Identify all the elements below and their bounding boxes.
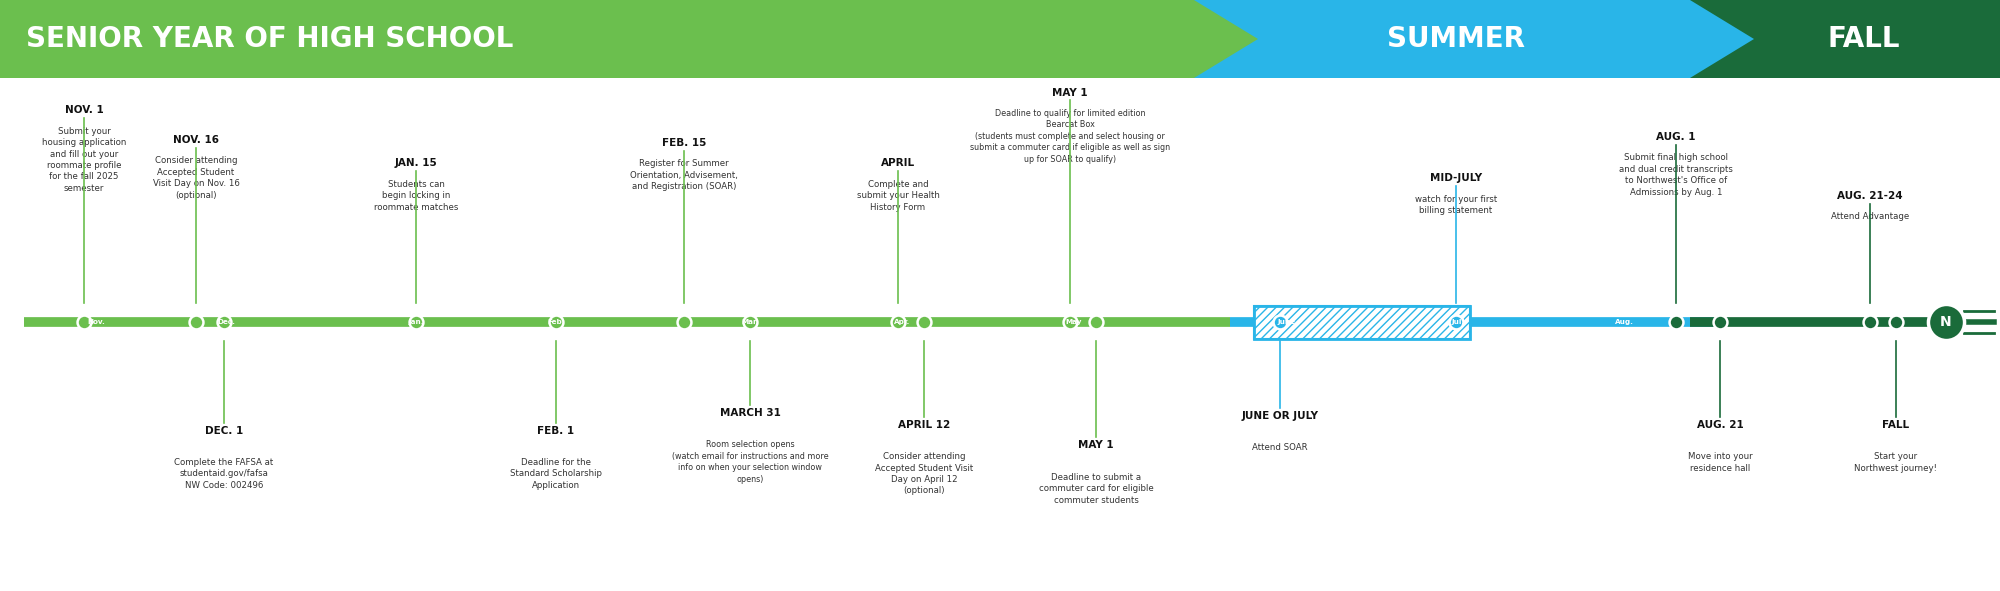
- Polygon shape: [1690, 0, 2000, 78]
- Text: Nov.: Nov.: [88, 319, 104, 325]
- Text: June: June: [1278, 319, 1296, 325]
- Text: Students can
begin locking in
roommate matches: Students can begin locking in roommate m…: [374, 168, 458, 212]
- Text: Start your
Northwest journey!: Start your Northwest journey!: [1854, 452, 1938, 473]
- Text: FALL: FALL: [1828, 25, 1900, 53]
- Bar: [1254, 306, 1470, 339]
- Text: APRIL 12: APRIL 12: [898, 420, 950, 430]
- Text: Dec.: Dec.: [218, 319, 234, 325]
- Text: MAY 1: MAY 1: [1052, 87, 1088, 98]
- Text: Submit your
housing application
and fill out your
roommate profile
for the fall : Submit your housing application and fill…: [42, 115, 126, 193]
- Text: Consider attending
Accepted Student
Visit Day on Nov. 16
(optional): Consider attending Accepted Student Visi…: [152, 145, 240, 200]
- Text: Mar.: Mar.: [742, 319, 758, 325]
- Text: Aug.: Aug.: [1614, 319, 1634, 325]
- Text: May: May: [1066, 319, 1082, 325]
- Polygon shape: [1194, 0, 1788, 78]
- Text: JAN. 15: JAN. 15: [394, 158, 438, 168]
- Text: Complete the FAFSA at
studentaid.gov/fafsa
NW Code: 002496: Complete the FAFSA at studentaid.gov/faf…: [174, 458, 274, 490]
- Text: SUMMER: SUMMER: [1388, 25, 1526, 53]
- Text: SENIOR YEAR OF HIGH SCHOOL: SENIOR YEAR OF HIGH SCHOOL: [26, 25, 514, 53]
- Text: Feb.: Feb.: [548, 319, 564, 325]
- Text: Apr.: Apr.: [894, 319, 910, 325]
- Text: Attend Advantage: Attend Advantage: [1830, 201, 1910, 222]
- Text: Submit final high school
and dual credit transcripts
to Northwest's Office of
Ad: Submit final high school and dual credit…: [1620, 142, 1732, 197]
- Text: NOV. 1: NOV. 1: [64, 105, 104, 115]
- Text: MAY 1: MAY 1: [1078, 440, 1114, 450]
- Text: Jan.: Jan.: [408, 319, 424, 325]
- Text: Move into your
residence hall: Move into your residence hall: [1688, 452, 1752, 473]
- Text: AUG. 1: AUG. 1: [1656, 132, 1696, 142]
- Text: Register for Summer
Orientation, Advisement,
and Registration (SOAR): Register for Summer Orientation, Advisem…: [630, 148, 738, 191]
- Text: N: N: [1940, 315, 1952, 329]
- Text: NOV. 16: NOV. 16: [174, 135, 220, 145]
- Text: FALL: FALL: [1882, 420, 1910, 430]
- Text: JUNE OR JULY: JUNE OR JULY: [1242, 411, 1318, 421]
- Text: FEB. 15: FEB. 15: [662, 138, 706, 148]
- Text: AUG. 21: AUG. 21: [1696, 420, 1744, 430]
- Text: DEC. 1: DEC. 1: [204, 426, 244, 436]
- Text: FEB. 1: FEB. 1: [538, 426, 574, 436]
- Text: AUG. 21-24: AUG. 21-24: [1838, 191, 1902, 201]
- Text: Room selection opens
(watch email for instructions and more
info on when your se: Room selection opens (watch email for in…: [672, 440, 828, 483]
- Text: Deadline to submit a
commuter card for eligible
commuter students: Deadline to submit a commuter card for e…: [1038, 473, 1154, 505]
- Text: Jul.: Jul.: [1452, 319, 1464, 325]
- Text: Complete and
submit your Health
History Form: Complete and submit your Health History …: [856, 168, 940, 212]
- Text: Attend SOAR: Attend SOAR: [1252, 443, 1308, 452]
- Text: Consider attending
Accepted Student Visit
Day on April 12
(optional): Consider attending Accepted Student Visi…: [874, 452, 974, 495]
- Text: Deadline to qualify for limited edition
Bearcat Box
(students must complete and : Deadline to qualify for limited edition …: [970, 98, 1170, 164]
- Text: Deadline for the
Standard Scholarship
Application: Deadline for the Standard Scholarship Ap…: [510, 458, 602, 490]
- Text: watch for your first
billing statement: watch for your first billing statement: [1414, 183, 1498, 215]
- Text: MARCH 31: MARCH 31: [720, 408, 780, 418]
- Text: MID-JULY: MID-JULY: [1430, 173, 1482, 183]
- Polygon shape: [0, 0, 1294, 78]
- Bar: [1254, 306, 1470, 339]
- Text: APRIL: APRIL: [880, 158, 916, 168]
